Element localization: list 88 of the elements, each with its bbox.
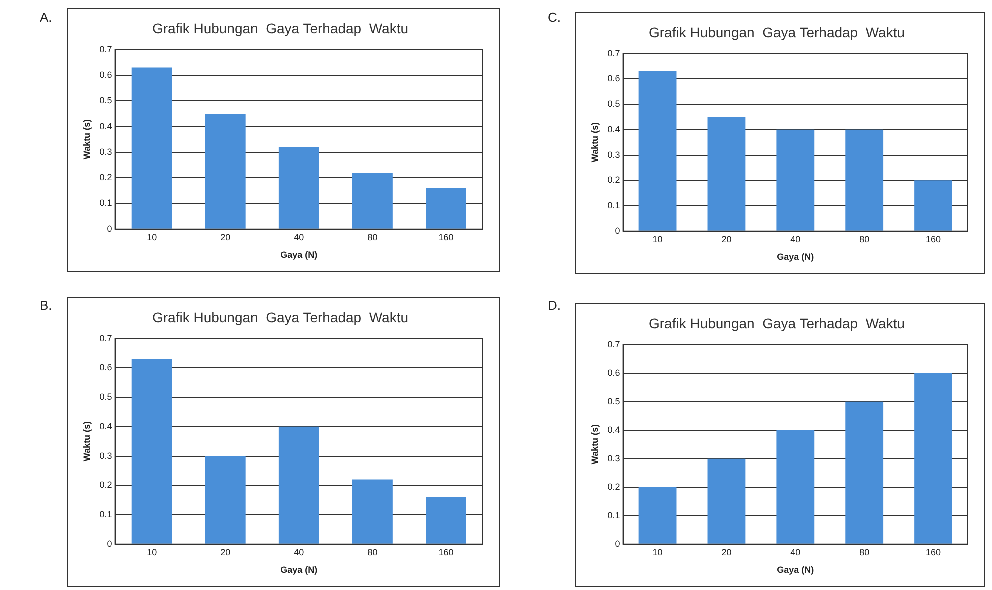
y-tick-label: 0.5 (100, 392, 112, 402)
x-tick-label: 10 (652, 234, 663, 244)
y-tick-label: 0.4 (608, 424, 620, 435)
x-tick-label: 40 (790, 547, 801, 558)
x-tick-label: 160 (438, 547, 454, 558)
bar (205, 456, 246, 544)
y-tick-label: 0.2 (100, 480, 112, 490)
x-tick-label: 80 (860, 547, 870, 558)
y-tick-label: 0.2 (608, 482, 620, 492)
y-tick-label: 0.4 (100, 121, 112, 132)
y-tick-label: 0.4 (608, 124, 620, 134)
y-tick-label: 0.2 (608, 175, 620, 186)
x-tick-label: 80 (368, 232, 378, 242)
y-tick-label: 0.3 (608, 150, 620, 160)
bar (914, 180, 952, 231)
y-axis-title: Waktu (s) (590, 122, 600, 163)
bar (846, 402, 884, 544)
bar (205, 114, 246, 229)
y-tick-label: 0.4 (100, 421, 112, 432)
x-tick-label: 80 (860, 234, 870, 244)
y-tick-label: 0 (615, 226, 620, 236)
x-tick-label: 10 (147, 547, 158, 558)
bar (426, 497, 466, 544)
y-tick-label: 0.1 (608, 510, 620, 520)
bar (132, 359, 172, 544)
bar (776, 130, 815, 231)
y-tick-label: 0.5 (608, 99, 620, 110)
y-tick-label: 0.1 (608, 200, 620, 211)
y-tick-label: 0.6 (608, 74, 620, 84)
x-axis-title: Gaya (N) (777, 565, 814, 576)
x-tick-label: 20 (220, 547, 231, 558)
bar (278, 147, 320, 229)
chart-title: Grafik Hubungan Gaya Terhadap Waktu (152, 20, 409, 36)
x-tick-label: 160 (926, 234, 942, 244)
text: A. (40, 10, 52, 25)
bar (132, 68, 172, 229)
bar (708, 117, 746, 231)
x-tick-label: 160 (926, 547, 942, 558)
y-tick-label: 0 (107, 224, 112, 234)
y-tick-label: 0.3 (608, 453, 620, 464)
bar (914, 373, 952, 544)
bar (638, 72, 677, 231)
y-tick-label: 0.5 (608, 396, 620, 406)
y-tick-label: 0.7 (608, 48, 620, 58)
bar (426, 188, 466, 229)
x-tick-label: 40 (294, 547, 304, 558)
chart-title: Grafik Hubungan Gaya Terhadap Waktu (648, 315, 906, 332)
y-axis-title: Waktu (s) (82, 120, 92, 160)
y-tick-label: 0.3 (100, 450, 112, 461)
y-tick-label: 0 (615, 538, 620, 549)
x-tick-label: 80 (368, 547, 378, 558)
x-tick-label: 40 (294, 232, 304, 242)
x-tick-label: 10 (147, 232, 158, 242)
text: B. (40, 298, 52, 313)
bar (278, 426, 320, 544)
x-tick-label: 20 (722, 547, 732, 558)
y-tick-label: 0.1 (100, 198, 112, 208)
y-tick-label: 0.6 (100, 362, 112, 373)
y-tick-label: 0.5 (100, 96, 112, 106)
y-tick-label: 0.7 (100, 333, 112, 344)
x-tick-label: 40 (790, 234, 801, 244)
y-tick-label: 0.6 (608, 368, 620, 378)
text: D. (548, 298, 561, 313)
bar (352, 172, 393, 229)
y-tick-label: 0.1 (100, 510, 112, 520)
bar (708, 458, 746, 544)
y-axis-title: Waktu (s) (82, 422, 92, 462)
bar (776, 430, 815, 544)
x-tick-label: 20 (722, 234, 732, 244)
x-tick-label: 10 (652, 547, 663, 558)
x-axis-title: Gaya (N) (280, 250, 318, 260)
x-tick-label: 20 (220, 232, 231, 242)
y-tick-label: 0.7 (608, 339, 620, 350)
y-tick-label: 0.6 (100, 70, 112, 80)
x-tick-label: 160 (438, 232, 454, 242)
y-tick-label: 0 (107, 538, 112, 549)
y-tick-label: 0.2 (100, 172, 112, 183)
x-axis-title: Gaya (N) (280, 565, 318, 576)
bar (846, 130, 884, 231)
y-axis-title: Waktu (s) (590, 424, 600, 465)
y-tick-label: 0.7 (100, 44, 112, 54)
y-tick-label: 0.3 (100, 146, 112, 157)
chart-title: Grafik Hubungan Gaya Terhadap Waktu (152, 309, 409, 326)
bar (352, 480, 393, 544)
chart-title: Grafik Hubungan Gaya Terhadap Waktu (648, 24, 906, 40)
text: C. (548, 10, 561, 25)
x-axis-title: Gaya (N) (777, 252, 814, 262)
bar (638, 487, 677, 544)
